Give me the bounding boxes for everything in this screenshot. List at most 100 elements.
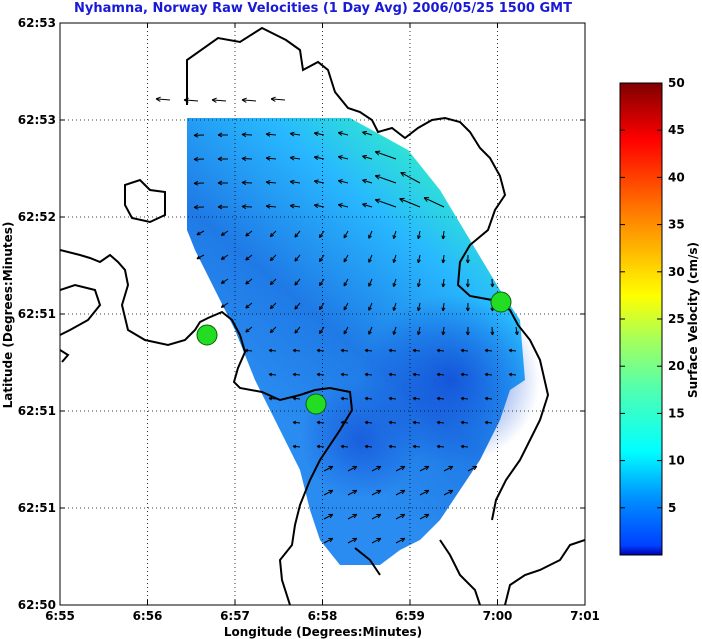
velocity-arrow <box>460 420 469 425</box>
velocity-arrow <box>313 131 325 137</box>
velocity-arrow <box>294 254 301 262</box>
velocity-arrow <box>419 465 430 472</box>
velocity-arrow <box>323 465 334 472</box>
coastline-west-bay <box>60 349 70 363</box>
radar-site-south <box>305 393 327 415</box>
velocity-arrow <box>395 489 406 496</box>
velocity-arrow <box>395 537 406 544</box>
velocity-arrow <box>484 420 493 425</box>
coastline-north <box>186 26 550 521</box>
velocity-arrow <box>371 537 382 544</box>
velocity-arrow <box>217 132 229 138</box>
velocity-arrow <box>364 348 373 353</box>
velocity-arrow <box>294 278 301 286</box>
radar-site-east <box>490 291 512 313</box>
velocity-arrow <box>265 155 277 161</box>
velocity-arrow <box>441 302 446 312</box>
velocity-arrow <box>416 278 421 288</box>
velocity-arrow <box>318 230 325 239</box>
velocity-arrow <box>436 444 445 449</box>
y-tick-label: 62:53 <box>18 16 56 30</box>
velocity-arrow <box>241 132 253 138</box>
coastline <box>60 26 585 605</box>
x-tick-label: 6:58 <box>308 609 338 623</box>
velocity-arrow <box>508 348 517 353</box>
velocity-arrow <box>484 348 493 353</box>
velocity-arrow <box>245 230 253 237</box>
velocity-arrow <box>484 372 493 377</box>
velocity-arrow <box>362 154 373 160</box>
velocity-arrow <box>196 230 205 236</box>
velocity-arrow <box>443 465 454 472</box>
velocity-arrow <box>294 326 301 334</box>
velocity-arrow <box>388 396 397 401</box>
velocity-arrow <box>490 278 495 288</box>
x-tick-labels: 6:55 6:56 6:57 6:58 6:59 7:00 7:01 <box>45 23 600 623</box>
velocity-arrow <box>412 420 421 425</box>
velocity-arrow <box>347 537 358 544</box>
velocity-arrow <box>392 230 397 239</box>
velocity-arrow <box>313 179 325 185</box>
y-tick-labels: 62:53 62:53 62:52 62:51 62:51 62:51 62:50 <box>18 16 585 612</box>
colorbar-tick-label: 15 <box>668 406 685 420</box>
velocity-arrow <box>465 278 470 288</box>
velocity-arrow <box>343 278 349 287</box>
velocity-arrow <box>323 513 334 520</box>
velocity-arrow <box>460 444 469 449</box>
velocity-arrow <box>388 444 397 449</box>
velocity-arrow <box>374 150 397 160</box>
velocity-arrow <box>423 197 445 208</box>
velocity-arrow <box>343 302 349 311</box>
y-tick-label: 62:51 <box>18 404 56 418</box>
velocity-arrow <box>441 278 446 288</box>
velocity-arrow <box>241 97 257 103</box>
velocity-arrow <box>193 180 205 186</box>
velocity-arrow <box>270 96 286 102</box>
velocity-arrow <box>460 348 469 353</box>
velocity-arrow <box>337 131 349 136</box>
velocity-arrow <box>268 396 277 401</box>
velocity-arrow <box>443 489 454 496</box>
velocity-arrow <box>316 420 325 425</box>
velocity-arrow <box>412 348 421 353</box>
velocity-arrow <box>269 230 277 238</box>
y-axis-label: Latitude (Degrees:Minutes) <box>1 222 15 409</box>
velocity-arrow <box>388 420 397 425</box>
velocity-arrow <box>347 489 358 496</box>
x-axis-label: Longitude (Degrees:Minutes) <box>224 625 422 639</box>
velocity-arrow <box>313 203 325 209</box>
velocity-arrow <box>340 444 349 449</box>
velocity-arrow <box>340 372 349 377</box>
velocity-arrow <box>265 131 277 137</box>
velocity-arrow <box>241 204 253 210</box>
colorbar-label: Surface Velocity (cm/s) <box>686 242 700 398</box>
velocity-arrow <box>337 203 349 208</box>
velocity-arrows <box>155 96 519 544</box>
colorbar-tick-label: 5 <box>668 501 676 515</box>
velocity-arrow <box>412 444 421 449</box>
velocity-arrow <box>340 348 349 353</box>
velocity-arrow <box>388 372 397 377</box>
velocity-arrow <box>347 465 358 472</box>
velocity-arrow <box>441 254 446 264</box>
velocity-arrow <box>316 348 325 353</box>
velocity-arrow <box>388 348 397 353</box>
velocity-arrow <box>371 489 382 496</box>
velocity-arrow <box>465 302 470 312</box>
velocity-arrow <box>220 278 229 284</box>
colorbar: 5 10 15 20 25 30 35 40 45 50 Surface Velocity (cm… <box>619 76 700 556</box>
velocity-arrow <box>220 254 229 260</box>
velocity-arrow <box>323 489 334 496</box>
velocity-arrow <box>196 254 205 260</box>
velocity-arrow <box>245 326 253 333</box>
velocity-arrow <box>465 254 470 264</box>
velocity-arrow <box>465 326 470 336</box>
y-tick-label: 62:50 <box>18 598 56 612</box>
velocity-arrow <box>412 372 421 377</box>
velocity-arrow <box>374 198 397 208</box>
velocity-arrow <box>292 420 301 425</box>
low-velocity-zone <box>300 380 420 500</box>
x-tick-label: 7:01 <box>570 609 600 623</box>
coastline-island <box>124 178 166 224</box>
